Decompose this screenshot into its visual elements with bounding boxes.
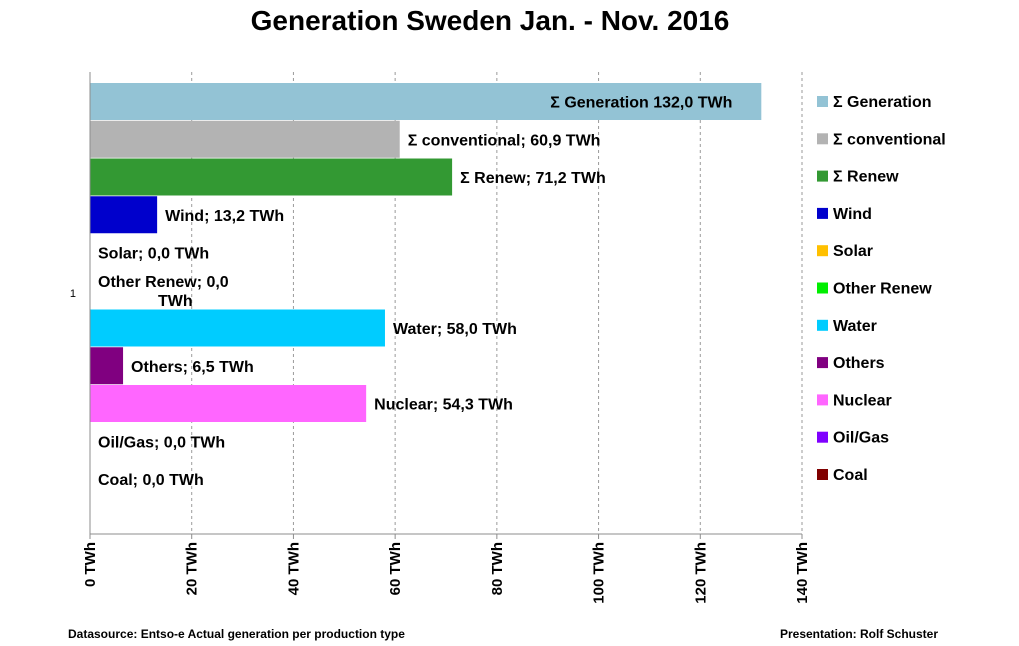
legend-label: Others: [833, 355, 885, 372]
data-label: Nuclear; 54,3 TWh: [374, 397, 513, 414]
legend-label: Oil/Gas: [833, 430, 889, 447]
data-label: Water; 58,0 TWh: [393, 321, 517, 338]
bar--renew: [90, 158, 453, 196]
bar-others: [90, 347, 124, 385]
data-label: Σ conventional; 60,9 TWh: [408, 132, 601, 149]
footer-credit: Presentation: Rolf Schuster: [780, 627, 938, 641]
legend-label: Solar: [833, 243, 873, 260]
bar-wind: [90, 196, 158, 234]
data-label: Coal; 0,0 TWh: [98, 472, 204, 489]
bar--generation: [90, 83, 762, 120]
legend-swatch: [817, 96, 828, 107]
legend-swatch: [817, 357, 828, 369]
data-label: Σ Generation 132,0 TWh: [550, 95, 732, 112]
tick-label: 20 TWh: [184, 542, 201, 595]
legend-swatch: [817, 170, 828, 182]
legend-swatch: [817, 431, 828, 443]
bar-water: [90, 309, 385, 347]
tick-label: 40 TWh: [285, 542, 302, 595]
data-label: Others; 6,5 TWh: [131, 359, 254, 376]
tick-label: 100 TWh: [591, 542, 608, 604]
legend-label: Wind: [833, 206, 872, 223]
data-label: Other Renew; 0,0 TWh: [98, 274, 229, 310]
category-label: 1: [70, 288, 76, 300]
tick-label: 140 TWh: [794, 542, 811, 604]
data-label: Wind; 13,2 TWh: [165, 208, 284, 225]
bar--conventional: [90, 120, 400, 158]
data-label: Solar; 0,0 TWh: [98, 246, 209, 263]
footer-source: Datasource: Entso-e Actual generation pe…: [68, 627, 405, 641]
data-label: Oil/Gas; 0,0 TWh: [98, 434, 225, 451]
tick-label: 0 TWh: [82, 542, 99, 587]
legend-swatch: [817, 319, 828, 331]
tick-label: 60 TWh: [387, 542, 404, 595]
grid: [191, 72, 803, 534]
legend-swatch: [817, 245, 828, 257]
legend-label: Σ conventional: [833, 131, 946, 148]
legend-label: Other Renew: [833, 281, 932, 298]
legend: Σ Generation Σ conventional Σ Renew Wind Sol…: [817, 94, 946, 484]
legend-label: Nuclear: [833, 392, 892, 409]
axis: 0 TWh 20 TWh 40 TWh 60 TWh 80 TWh 100 TWh 120 …: [70, 72, 811, 604]
data-label: Σ Renew; 71,2 TWh: [460, 170, 606, 187]
legend-swatch: [817, 282, 828, 294]
legend-swatch: [817, 394, 828, 406]
bars: Σ Generation 132,0 TWh Σ conventional; 60…: [90, 83, 762, 489]
legend-label: Water: [833, 318, 877, 335]
tick-label: 120 TWh: [692, 542, 709, 604]
legend-swatch: [817, 133, 828, 145]
legend-label: Coal: [833, 467, 868, 484]
legend-label: Σ Generation: [833, 94, 932, 111]
legend-label: Σ Renew: [833, 169, 899, 186]
legend-swatch: [817, 469, 828, 480]
tick-label: 80 TWh: [489, 542, 506, 595]
legend-swatch: [817, 207, 828, 219]
chart-title: Generation Sweden Jan. - Nov. 2016: [251, 5, 730, 36]
bar-nuclear: [90, 385, 367, 422]
